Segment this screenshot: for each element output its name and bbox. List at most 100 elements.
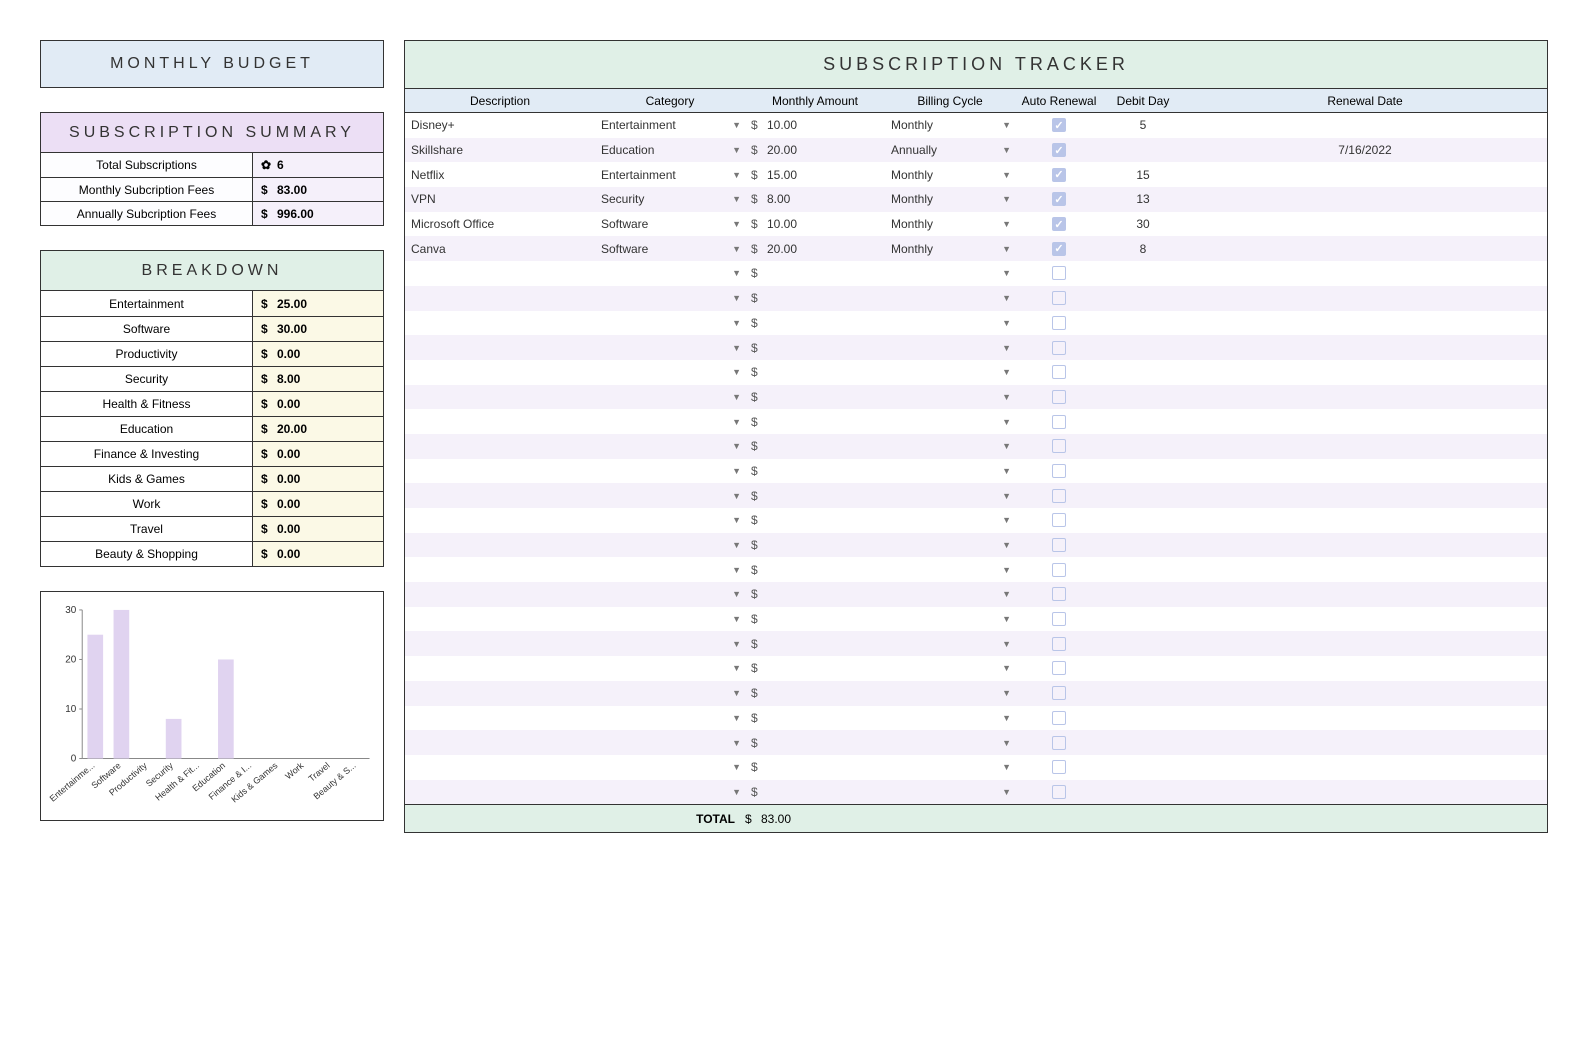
cell-description[interactable]: [405, 730, 595, 755]
dropdown-icon[interactable]: ▼: [732, 688, 741, 698]
checkbox-icon[interactable]: [1052, 316, 1066, 330]
dropdown-icon[interactable]: ▼: [732, 392, 741, 402]
cell-debit-day[interactable]: [1103, 755, 1183, 780]
cell-category[interactable]: ▼: [595, 385, 745, 410]
cell-description[interactable]: [405, 483, 595, 508]
cell-amount[interactable]: $: [745, 755, 885, 780]
cell-debit-day[interactable]: [1103, 508, 1183, 533]
cell-auto-renewal[interactable]: [1015, 409, 1103, 434]
cell-category[interactable]: Entertainment▼: [595, 113, 745, 138]
cell-description[interactable]: [405, 780, 595, 805]
checkbox-icon[interactable]: [1052, 143, 1066, 157]
cell-category[interactable]: ▼: [595, 261, 745, 286]
cell-amount[interactable]: $20.00: [745, 236, 885, 261]
cell-category[interactable]: ▼: [595, 557, 745, 582]
checkbox-icon[interactable]: [1052, 587, 1066, 601]
cell-amount[interactable]: $: [745, 607, 885, 632]
dropdown-icon[interactable]: ▼: [732, 713, 741, 723]
dropdown-icon[interactable]: ▼: [1002, 515, 1011, 525]
cell-description[interactable]: [405, 607, 595, 632]
cell-renewal-date[interactable]: [1183, 434, 1547, 459]
dropdown-icon[interactable]: ▼: [732, 170, 741, 180]
dropdown-icon[interactable]: ▼: [732, 787, 741, 797]
cell-billing-cycle[interactable]: ▼: [885, 582, 1015, 607]
cell-billing-cycle[interactable]: ▼: [885, 409, 1015, 434]
cell-debit-day[interactable]: [1103, 631, 1183, 656]
cell-debit-day[interactable]: [1103, 138, 1183, 163]
cell-debit-day[interactable]: [1103, 730, 1183, 755]
checkbox-icon[interactable]: [1052, 686, 1066, 700]
dropdown-icon[interactable]: ▼: [1002, 343, 1011, 353]
cell-description[interactable]: [405, 360, 595, 385]
cell-amount[interactable]: $15.00: [745, 162, 885, 187]
cell-description[interactable]: Skillshare: [405, 138, 595, 163]
checkbox-icon[interactable]: [1052, 192, 1066, 206]
dropdown-icon[interactable]: ▼: [732, 466, 741, 476]
cell-description[interactable]: Disney+: [405, 113, 595, 138]
cell-renewal-date[interactable]: [1183, 755, 1547, 780]
cell-category[interactable]: ▼: [595, 780, 745, 805]
checkbox-icon[interactable]: [1052, 439, 1066, 453]
cell-billing-cycle[interactable]: ▼: [885, 286, 1015, 311]
cell-debit-day[interactable]: [1103, 409, 1183, 434]
cell-renewal-date[interactable]: [1183, 508, 1547, 533]
cell-amount[interactable]: $: [745, 434, 885, 459]
cell-category[interactable]: ▼: [595, 483, 745, 508]
checkbox-icon[interactable]: [1052, 736, 1066, 750]
cell-debit-day[interactable]: [1103, 459, 1183, 484]
cell-auto-renewal[interactable]: [1015, 755, 1103, 780]
cell-amount[interactable]: $: [745, 631, 885, 656]
cell-billing-cycle[interactable]: ▼: [885, 335, 1015, 360]
cell-amount[interactable]: $: [745, 385, 885, 410]
cell-billing-cycle[interactable]: Annually▼: [885, 138, 1015, 163]
cell-category[interactable]: ▼: [595, 706, 745, 731]
checkbox-icon[interactable]: [1052, 612, 1066, 626]
dropdown-icon[interactable]: ▼: [732, 219, 741, 229]
cell-category[interactable]: Security▼: [595, 187, 745, 212]
cell-debit-day[interactable]: [1103, 706, 1183, 731]
checkbox-icon[interactable]: [1052, 118, 1066, 132]
cell-auto-renewal[interactable]: [1015, 780, 1103, 805]
dropdown-icon[interactable]: ▼: [732, 614, 741, 624]
cell-debit-day[interactable]: [1103, 385, 1183, 410]
cell-auto-renewal[interactable]: [1015, 162, 1103, 187]
cell-auto-renewal[interactable]: [1015, 730, 1103, 755]
cell-amount[interactable]: $: [745, 261, 885, 286]
cell-amount[interactable]: $: [745, 483, 885, 508]
cell-category[interactable]: Education▼: [595, 138, 745, 163]
cell-renewal-date[interactable]: [1183, 311, 1547, 336]
cell-renewal-date[interactable]: [1183, 533, 1547, 558]
cell-category[interactable]: ▼: [595, 755, 745, 780]
cell-description[interactable]: Netflix: [405, 162, 595, 187]
dropdown-icon[interactable]: ▼: [1002, 244, 1011, 254]
cell-description[interactable]: [405, 533, 595, 558]
cell-category[interactable]: ▼: [595, 311, 745, 336]
cell-billing-cycle[interactable]: ▼: [885, 607, 1015, 632]
checkbox-icon[interactable]: [1052, 242, 1066, 256]
cell-billing-cycle[interactable]: ▼: [885, 780, 1015, 805]
checkbox-icon[interactable]: [1052, 760, 1066, 774]
cell-renewal-date[interactable]: [1183, 483, 1547, 508]
cell-amount[interactable]: $: [745, 582, 885, 607]
cell-amount[interactable]: $10.00: [745, 113, 885, 138]
dropdown-icon[interactable]: ▼: [1002, 713, 1011, 723]
cell-renewal-date[interactable]: [1183, 459, 1547, 484]
cell-billing-cycle[interactable]: ▼: [885, 434, 1015, 459]
cell-renewal-date[interactable]: [1183, 335, 1547, 360]
cell-billing-cycle[interactable]: Monthly▼: [885, 236, 1015, 261]
dropdown-icon[interactable]: ▼: [1002, 738, 1011, 748]
cell-billing-cycle[interactable]: ▼: [885, 656, 1015, 681]
dropdown-icon[interactable]: ▼: [732, 515, 741, 525]
cell-debit-day[interactable]: 5: [1103, 113, 1183, 138]
cell-billing-cycle[interactable]: ▼: [885, 311, 1015, 336]
cell-billing-cycle[interactable]: ▼: [885, 755, 1015, 780]
cell-description[interactable]: [405, 335, 595, 360]
dropdown-icon[interactable]: ▼: [1002, 392, 1011, 402]
cell-renewal-date[interactable]: [1183, 360, 1547, 385]
cell-auto-renewal[interactable]: [1015, 236, 1103, 261]
cell-description[interactable]: [405, 656, 595, 681]
cell-auto-renewal[interactable]: [1015, 706, 1103, 731]
checkbox-icon[interactable]: [1052, 464, 1066, 478]
dropdown-icon[interactable]: ▼: [1002, 145, 1011, 155]
cell-billing-cycle[interactable]: ▼: [885, 730, 1015, 755]
